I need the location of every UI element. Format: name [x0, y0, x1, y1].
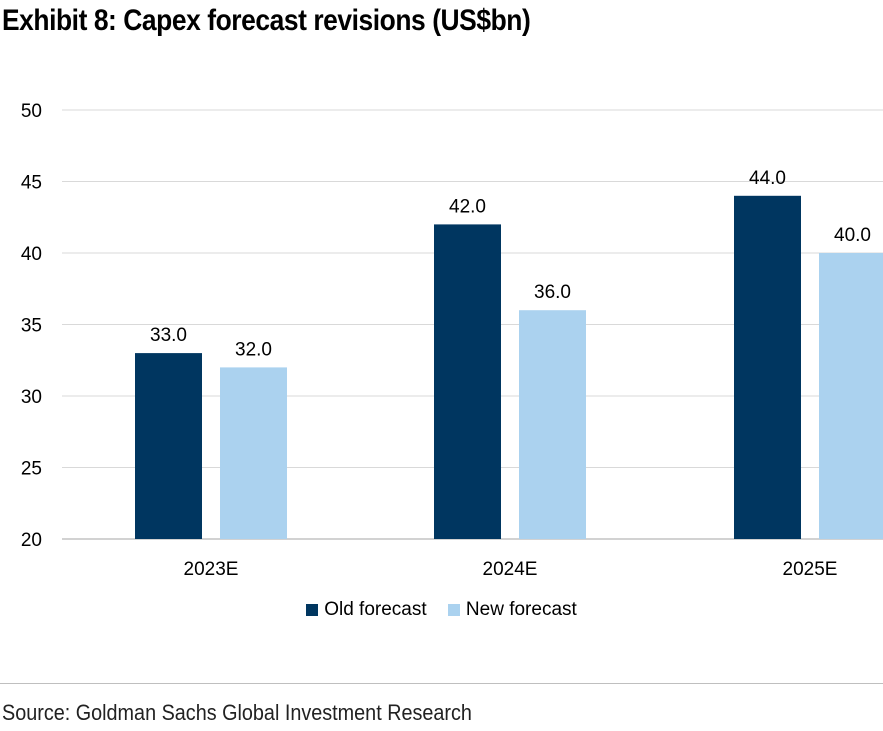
bar-2025E-old [734, 195, 801, 540]
data-label: 36.0 [534, 282, 571, 303]
x-tick-label: 2024E [483, 559, 538, 580]
legend-item-new: New forecast [447, 599, 577, 621]
y-tick-label: 20 [21, 530, 42, 551]
data-label: 32.0 [235, 339, 272, 360]
legend-swatch-old [306, 604, 319, 616]
legend: Old forecast New forecast [0, 599, 883, 622]
y-tick-label: 40 [21, 244, 42, 265]
data-label: 42.0 [449, 196, 486, 217]
data-label: 40.0 [834, 225, 871, 246]
bar-2024E-new [519, 310, 586, 539]
x-tick-label: 2023E [184, 559, 239, 580]
bar-2023E-new [220, 367, 287, 539]
legend-swatch-new [447, 604, 460, 616]
data-label: 33.0 [150, 325, 187, 346]
legend-label-new: New forecast [465, 599, 577, 620]
data-labels: 33.0 32.0 42.0 36.0 44.0 40.0 [150, 168, 871, 361]
y-axis-ticks: 20 25 30 35 40 45 50 [21, 101, 42, 551]
source-note: Source: Goldman Sachs Global Investment … [2, 700, 472, 725]
bar-2024E-old [434, 224, 501, 539]
y-tick-label: 30 [21, 387, 42, 408]
bar-2023E-old [135, 353, 202, 539]
bars [135, 195, 883, 540]
y-tick-label: 50 [21, 101, 42, 122]
chart-title: Exhibit 8: Capex forecast revisions (US$… [2, 4, 531, 37]
x-axis-ticks: 2023E 2024E 2025E [184, 559, 838, 580]
legend-label-old: Old forecast [324, 599, 427, 620]
x-tick-label: 2025E [783, 559, 838, 580]
legend-item-old: Old forecast [306, 599, 427, 621]
bar-2025E-new [819, 253, 883, 539]
y-tick-label: 45 [21, 173, 42, 194]
footer-divider [0, 683, 883, 684]
data-label: 44.0 [749, 168, 786, 189]
y-tick-label: 35 [21, 316, 42, 337]
y-tick-label: 25 [21, 459, 42, 480]
